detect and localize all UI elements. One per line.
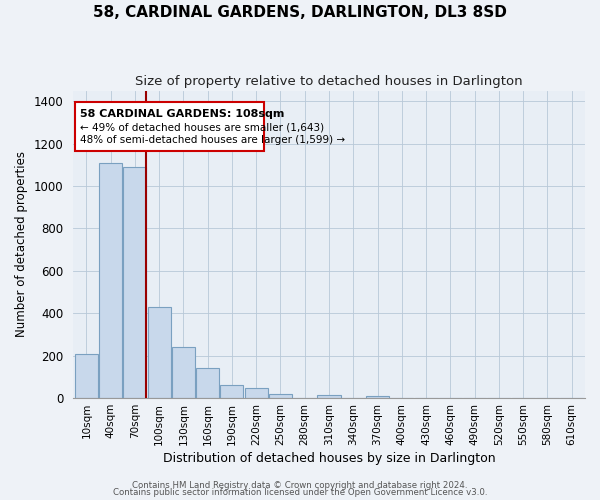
Bar <box>148 307 170 398</box>
Bar <box>317 395 341 398</box>
Bar <box>366 396 389 398</box>
Bar <box>172 348 195 398</box>
X-axis label: Distribution of detached houses by size in Darlington: Distribution of detached houses by size … <box>163 452 496 465</box>
Text: 48% of semi-detached houses are larger (1,599) →: 48% of semi-detached houses are larger (… <box>80 135 346 145</box>
Bar <box>75 354 98 398</box>
Bar <box>124 167 146 398</box>
Text: 58 CARDINAL GARDENS: 108sqm: 58 CARDINAL GARDENS: 108sqm <box>80 108 284 118</box>
Bar <box>76 102 263 151</box>
Text: 58, CARDINAL GARDENS, DARLINGTON, DL3 8SD: 58, CARDINAL GARDENS, DARLINGTON, DL3 8S… <box>93 5 507 20</box>
Bar <box>269 394 292 398</box>
Text: ← 49% of detached houses are smaller (1,643): ← 49% of detached houses are smaller (1,… <box>80 122 325 132</box>
Text: Contains public sector information licensed under the Open Government Licence v3: Contains public sector information licen… <box>113 488 487 497</box>
Bar <box>196 368 219 398</box>
Title: Size of property relative to detached houses in Darlington: Size of property relative to detached ho… <box>135 75 523 88</box>
Text: Contains HM Land Registry data © Crown copyright and database right 2024.: Contains HM Land Registry data © Crown c… <box>132 480 468 490</box>
Bar <box>220 386 244 398</box>
Bar <box>245 388 268 398</box>
Y-axis label: Number of detached properties: Number of detached properties <box>15 152 28 338</box>
Bar <box>99 162 122 398</box>
